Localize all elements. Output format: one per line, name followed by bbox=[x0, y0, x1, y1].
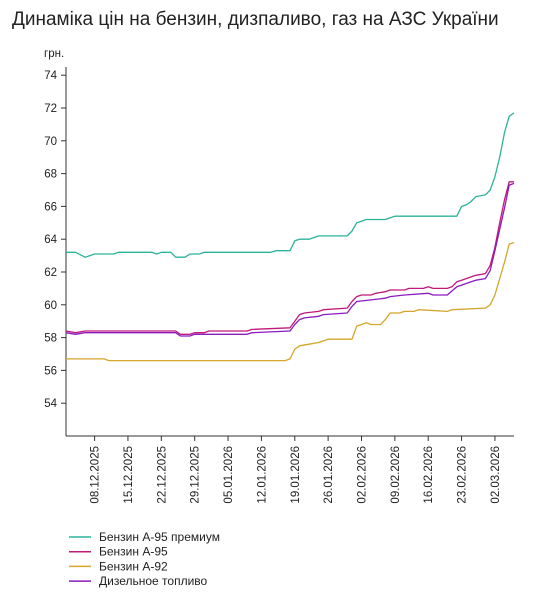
series-line-3 bbox=[66, 241, 515, 362]
x-tick-label: 16.02.2026 bbox=[423, 446, 435, 504]
x-tick-label: 05.01.2026 bbox=[223, 446, 235, 504]
y-tick-label: 66 bbox=[44, 201, 57, 213]
y-tick-label: 54 bbox=[44, 398, 57, 410]
x-tick-label: 02.02.2026 bbox=[356, 446, 368, 504]
y-tick-label: 70 bbox=[44, 136, 57, 148]
legend-label-2: Бензин А-95 bbox=[99, 545, 168, 559]
x-tick-label: 02.03.2026 bbox=[490, 446, 502, 504]
series-line-4 bbox=[65, 182, 515, 337]
x-tick-label: 08.12.2025 bbox=[90, 446, 102, 504]
series-line-2 bbox=[65, 181, 514, 335]
y-tick-label: 56 bbox=[44, 365, 57, 377]
x-tick-label: 09.02.2026 bbox=[390, 446, 402, 504]
x-tick-label: 26.01.2026 bbox=[323, 446, 335, 504]
y-axis-unit-label: грн. bbox=[44, 48, 64, 60]
legend-label-1: Бензин А-95 премиум bbox=[99, 530, 220, 544]
y-tick-label: 62 bbox=[44, 267, 57, 279]
axes: 54 56 58 60 62 64 66 68 70 72 74 08.12.2025 15.12.20… bbox=[44, 67, 514, 504]
y-tick-label: 64 bbox=[44, 234, 57, 246]
series-line-1 bbox=[66, 112, 515, 258]
x-tick-label: 29.12.2025 bbox=[190, 446, 202, 504]
y-tick-label: 68 bbox=[44, 169, 57, 181]
chart-title: Динаміка цін на бензин, дизпаливо, газ н… bbox=[12, 9, 499, 30]
legend-label-4: Дизельное топливо bbox=[99, 574, 208, 588]
legend-label-3: Бензин А-92 bbox=[99, 559, 168, 573]
x-tick-label: 19.01.2026 bbox=[290, 446, 302, 504]
y-tick-label: 58 bbox=[44, 333, 57, 345]
y-tick-label: 74 bbox=[44, 70, 57, 82]
y-tick-label: 60 bbox=[44, 300, 57, 312]
x-tick-label: 22.12.2025 bbox=[156, 446, 168, 504]
y-tick-label: 72 bbox=[44, 103, 57, 115]
x-tick-label: 23.02.2026 bbox=[457, 446, 469, 504]
x-tick-label: 12.01.2026 bbox=[256, 446, 268, 504]
x-tick-label: 15.12.2025 bbox=[123, 446, 135, 504]
series-lines bbox=[65, 112, 515, 362]
